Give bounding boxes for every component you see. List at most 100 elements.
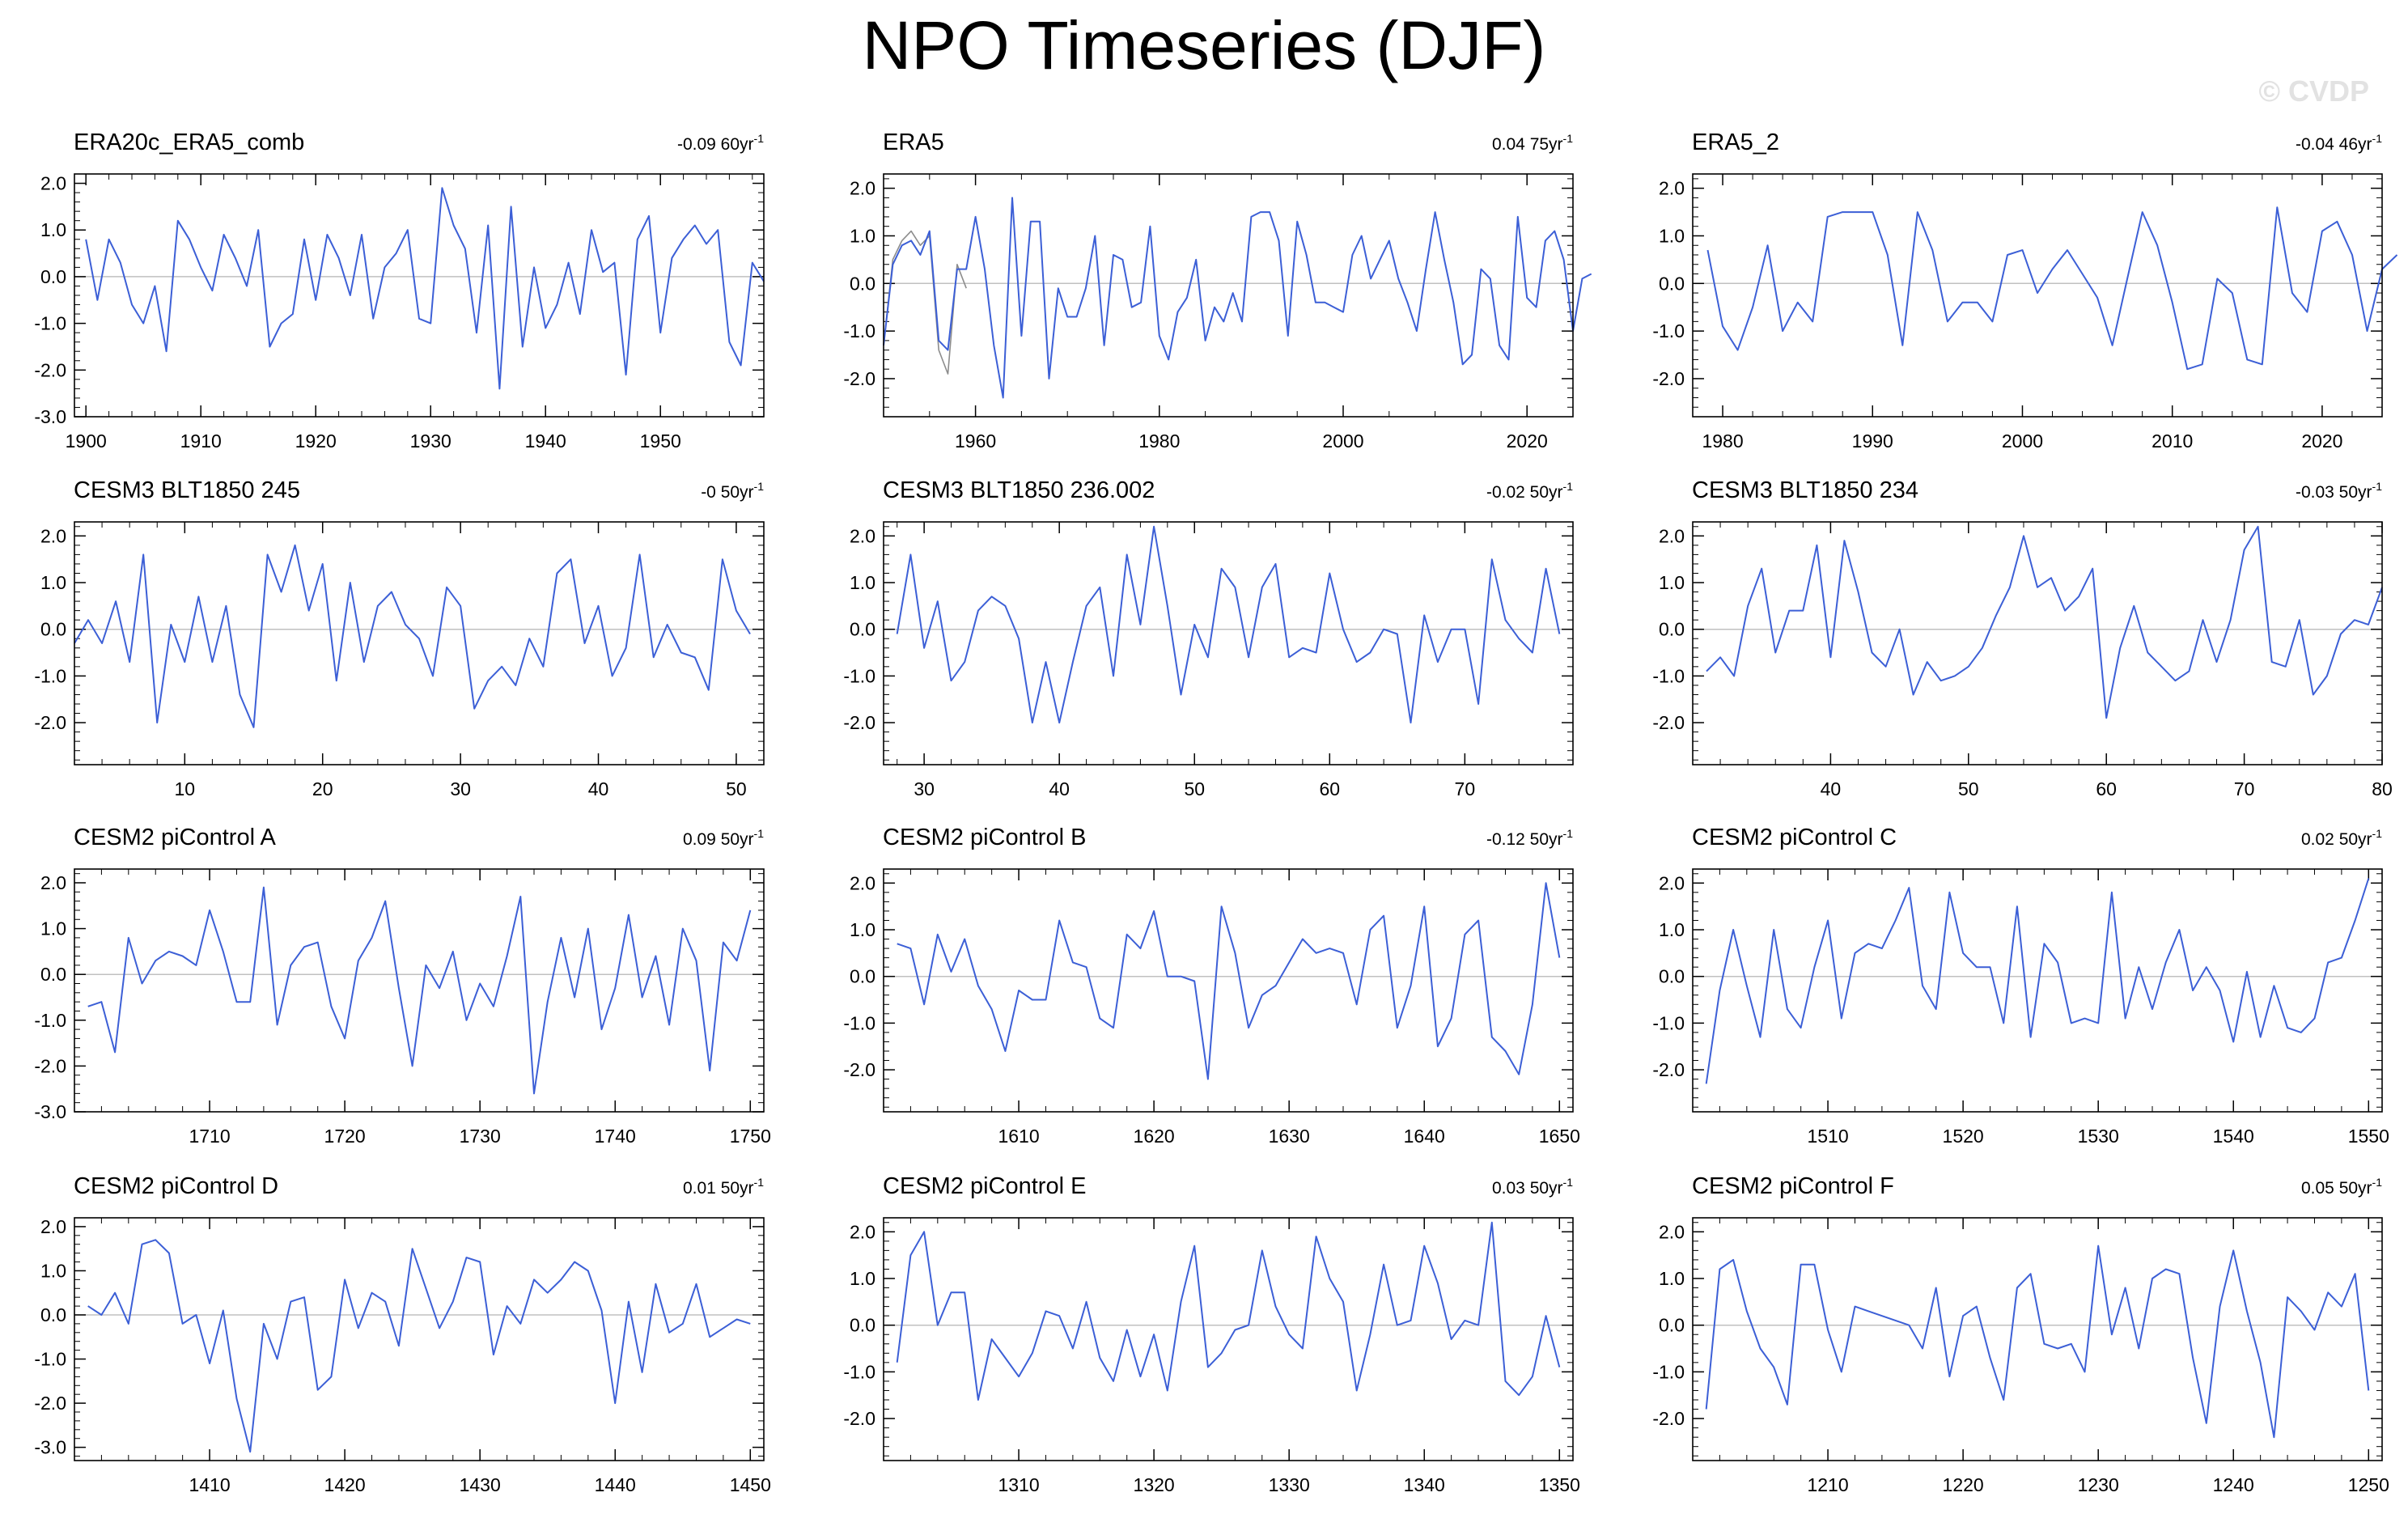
series-line	[896, 525, 1561, 724]
plot-frame	[883, 868, 1574, 1113]
series-line	[1706, 206, 2398, 371]
panel-title: CESM2 piControl A	[74, 825, 276, 850]
y-tick-label: -1.0	[843, 665, 875, 686]
cvdp-watermark: © CVDP	[2258, 74, 2369, 108]
x-tick-label: 1430	[460, 1474, 501, 1495]
y-tick-label: 1.0	[850, 225, 875, 246]
x-tick-label: 1920	[295, 430, 337, 452]
y-tick-label: 0.0	[1659, 1315, 1685, 1336]
y-tick-label: 1.0	[1659, 919, 1685, 940]
y-tick-label: 1.0	[40, 1260, 66, 1281]
y-tick-label: 1.0	[1659, 1268, 1685, 1289]
x-tick-label: 50	[726, 778, 747, 799]
x-tick-label: 1310	[998, 1474, 1039, 1495]
x-tick-label: 1330	[1269, 1474, 1310, 1495]
x-tick-label: 10	[175, 778, 196, 799]
x-tick-label: 40	[1049, 778, 1070, 799]
x-minor-ticks	[74, 869, 751, 1112]
y-tick-label: -2.0	[34, 1393, 66, 1414]
x-tick-label: 1520	[1943, 1126, 1984, 1147]
trend-label: 0.01 50yr-1	[683, 1176, 764, 1198]
x-tick-label: 40	[588, 778, 609, 799]
panel-title: ERA5_2	[1692, 129, 1779, 155]
y-tick-label: -2.0	[1652, 712, 1685, 733]
y-tick-label: -2.0	[843, 1408, 875, 1429]
x-tick-label: 60	[1319, 778, 1340, 799]
y-tick-label: -2.0	[1652, 1059, 1685, 1080]
series-line	[1705, 1245, 2370, 1439]
series-line	[85, 187, 765, 390]
x-tick-label: 2020	[1507, 430, 1548, 452]
trend-label: -0.09 60yr-1	[677, 132, 764, 154]
trend-label: 0.02 50yr-1	[2301, 827, 2382, 849]
x-tick-label: 70	[1455, 778, 1476, 799]
plot-frame	[1692, 521, 2383, 765]
y-tick-label: 2.0	[850, 178, 875, 199]
x-tick-label: 30	[450, 778, 471, 799]
x-tick-label: 1960	[955, 430, 996, 452]
y-tick-label: -3.0	[34, 1101, 66, 1122]
y-tick-label: -1.0	[34, 665, 66, 686]
panel-10: -3.0 -2.0 -1.0 0.0 1.0 2.0 1410 1420 1430 1440 145…	[34, 1173, 771, 1495]
x-tick-label: 1750	[730, 1126, 771, 1147]
y-tick-label: 0.0	[850, 1315, 875, 1336]
panel-7: -3.0 -2.0 -1.0 0.0 1.0 2.0 1710 1720 1730 1740 175…	[34, 825, 771, 1147]
y-tick-label: 1.0	[1659, 572, 1685, 593]
x-tick-label: 1220	[1943, 1474, 1984, 1495]
y-tick-label: -2.0	[843, 1059, 875, 1080]
y-tick-label: -2.0	[1652, 368, 1685, 389]
y-tick-label: -1.0	[843, 1361, 875, 1382]
y-tick-label: -2.0	[843, 712, 875, 733]
trend-label: 0.05 50yr-1	[2301, 1176, 2382, 1198]
series-line	[74, 544, 751, 728]
panel-1: -3.0 -2.0 -1.0 0.0 1.0 2.0 1900 1910 1920 1930 194…	[34, 129, 765, 452]
plot-frame	[883, 1217, 1574, 1461]
x-tick-label: 40	[1821, 778, 1842, 799]
x-minor-ticks	[883, 1218, 1560, 1461]
y-tick-label: 2.0	[1659, 1221, 1685, 1242]
x-tick-label: 1930	[410, 430, 451, 452]
panel-3: -2.0 -1.0 0.0 1.0 2.0 1980 1990 2000 2010 2020 ERA…	[1652, 129, 2398, 452]
panel-11: -2.0 -1.0 0.0 1.0 2.0 1310 1320 1330 1340 1350 CES…	[843, 1173, 1580, 1495]
panel-title: CESM2 piControl E	[883, 1173, 1086, 1199]
x-tick-label: 80	[2372, 778, 2393, 799]
x-tick-label: 1410	[189, 1474, 230, 1495]
y-tick-label: -1.0	[843, 1012, 875, 1033]
y-tick-label: -1.0	[1652, 1012, 1685, 1033]
x-tick-label: 1630	[1269, 1126, 1310, 1147]
y-tick-label: 1.0	[850, 572, 875, 593]
x-tick-label: 60	[2096, 778, 2117, 799]
x-tick-label: 1980	[1702, 430, 1743, 452]
y-minor-ticks	[74, 873, 764, 1113]
series-line	[1706, 525, 2383, 719]
x-tick-label: 2000	[2002, 430, 2043, 452]
x-tick-label: 1980	[1138, 430, 1180, 452]
series-line	[883, 197, 1592, 399]
x-minor-ticks	[883, 869, 1560, 1112]
y-tick-label: -2.0	[34, 359, 66, 380]
x-tick-label: 1230	[2078, 1474, 2119, 1495]
figure-title: NPO Timeseries (DJF)	[862, 7, 1546, 83]
x-tick-label: 1940	[525, 430, 566, 452]
y-tick-label: -3.0	[34, 406, 66, 427]
x-tick-label: 1710	[189, 1126, 230, 1147]
series-line	[1705, 878, 2370, 1084]
x-tick-label: 1620	[1134, 1126, 1175, 1147]
x-minor-ticks	[1692, 869, 2369, 1112]
trend-label: 0.03 50yr-1	[1492, 1176, 1573, 1198]
x-tick-label: 1610	[998, 1126, 1039, 1147]
x-tick-label: 1440	[595, 1474, 636, 1495]
trend-label: -0 50yr-1	[701, 480, 764, 502]
x-tick-label: 1510	[1807, 1126, 1848, 1147]
y-tick-label: -3.0	[34, 1437, 66, 1458]
trend-label: -0.04 46yr-1	[2296, 132, 2382, 154]
trend-label: 0.04 75yr-1	[1492, 132, 1573, 154]
series-line	[896, 1221, 1561, 1401]
x-minor-ticks	[85, 174, 753, 417]
trend-label: -0.02 50yr-1	[1486, 480, 1573, 502]
panel-8: -2.0 -1.0 0.0 1.0 2.0 1610 1620 1630 1640 1650 CES…	[843, 825, 1580, 1147]
x-tick-label: 1640	[1404, 1126, 1445, 1147]
y-tick-label: 1.0	[40, 918, 66, 939]
x-tick-label: 1990	[1852, 430, 1893, 452]
